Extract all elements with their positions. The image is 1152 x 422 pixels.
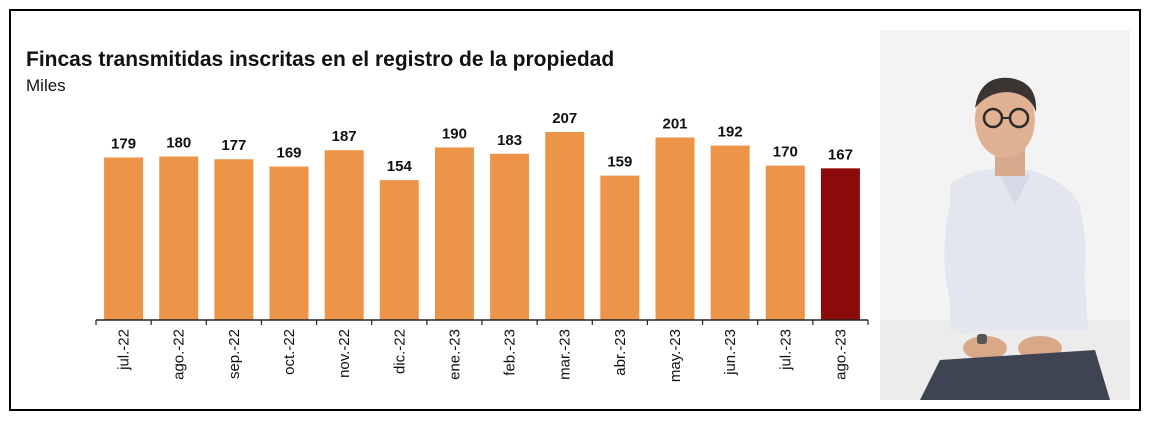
x-tick-label: jul.-22 [116,329,133,371]
data-label: 179 [111,135,136,152]
bar-chart: 179 jul.-22 180 ago.-22 177 sep.-22 169 oct.-22… [95,110,869,382]
data-label: 154 [387,158,413,175]
bar [600,175,640,320]
data-label: 180 [166,135,191,152]
bar [159,156,199,320]
x-tick-label: may.-23 [667,329,684,382]
bar [104,157,144,320]
data-label: 177 [221,137,246,154]
bar [710,145,750,320]
x-tick-label: jun.-23 [722,329,739,376]
x-tick-label: ago.-23 [832,329,849,380]
data-label: 159 [607,154,632,171]
x-tick-label: ene.-23 [446,329,463,380]
bar [434,147,474,320]
data-label: 190 [442,125,467,142]
bar [655,137,695,320]
x-tick-label: mar.-23 [557,329,574,380]
person-photo [880,30,1130,400]
x-tick-label: feb.-23 [502,329,519,376]
bar [324,150,364,320]
bar [269,166,309,320]
x-tick-label: oct.-22 [281,329,298,375]
data-label: 207 [552,110,577,127]
data-label: 192 [718,124,743,141]
data-label: 169 [276,145,301,162]
data-label: 201 [662,115,687,132]
chart-subtitle: Miles [26,76,66,95]
bar [214,159,254,320]
data-label: 183 [497,132,522,149]
bar [545,132,585,320]
x-tick-label: nov.-22 [336,329,353,378]
x-tick-label: sep.-22 [226,329,243,379]
x-tick-label: ago.-22 [171,329,188,380]
bar [379,180,419,320]
chart-title: Fincas transmitidas inscritas en el regi… [26,48,615,71]
bar [765,165,805,320]
data-label: 167 [828,146,853,163]
x-tick-label: abr.-23 [612,329,629,376]
bar [820,168,860,320]
x-tick-label: jul.-23 [777,329,794,371]
bar [490,153,530,320]
data-label: 170 [773,144,798,161]
x-tick-label: dic.-22 [391,329,408,374]
data-label: 187 [332,128,357,145]
